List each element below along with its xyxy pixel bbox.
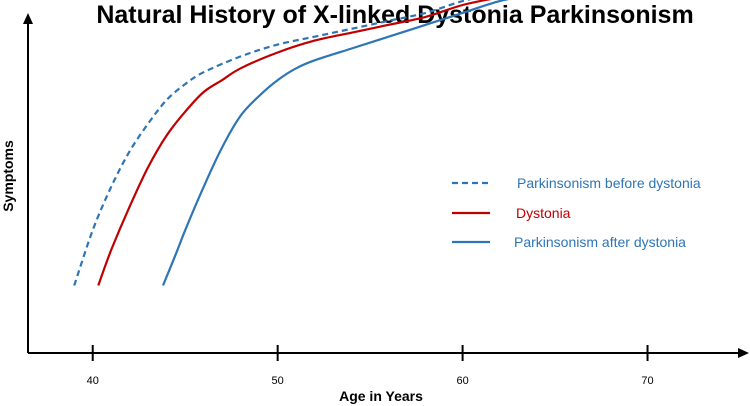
- chart-title: Natural History of X-linked Dystonia Par…: [96, 1, 693, 29]
- series-layer: [73, 0, 510, 286]
- x-axis-label: Age in Years: [339, 388, 423, 404]
- x-tick-label: 60: [456, 375, 468, 387]
- y-axis-label: Symptoms: [0, 140, 16, 212]
- x-tick-label: 40: [87, 375, 99, 387]
- legend-label: Parkinsonism before dystonia: [517, 175, 701, 191]
- x-tick-label: 50: [272, 375, 284, 387]
- legend: Parkinsonism before dystonia Dystonia Park…: [452, 175, 701, 250]
- series-parkinsonism-after-dystonia: [161, 0, 510, 286]
- x-axis-arrow: [738, 348, 749, 358]
- axes: [23, 13, 749, 358]
- legend-entry-parkinsonism-after-dystonia: Parkinsonism after dystonia: [452, 234, 686, 250]
- series-parkinsonism-before-dystonia: [73, 0, 472, 286]
- y-axis-arrow: [23, 13, 33, 24]
- legend-entry-dystonia: Dystonia: [452, 205, 571, 221]
- series-dystonia: [97, 0, 492, 286]
- legend-label: Parkinsonism after dystonia: [514, 234, 686, 250]
- x-tick-label: 70: [641, 375, 653, 387]
- legend-label: Dystonia: [516, 205, 571, 221]
- legend-entry-parkinsonism-before-dystonia: Parkinsonism before dystonia: [452, 175, 701, 191]
- x-ticks: 40 50 60 70: [87, 345, 654, 387]
